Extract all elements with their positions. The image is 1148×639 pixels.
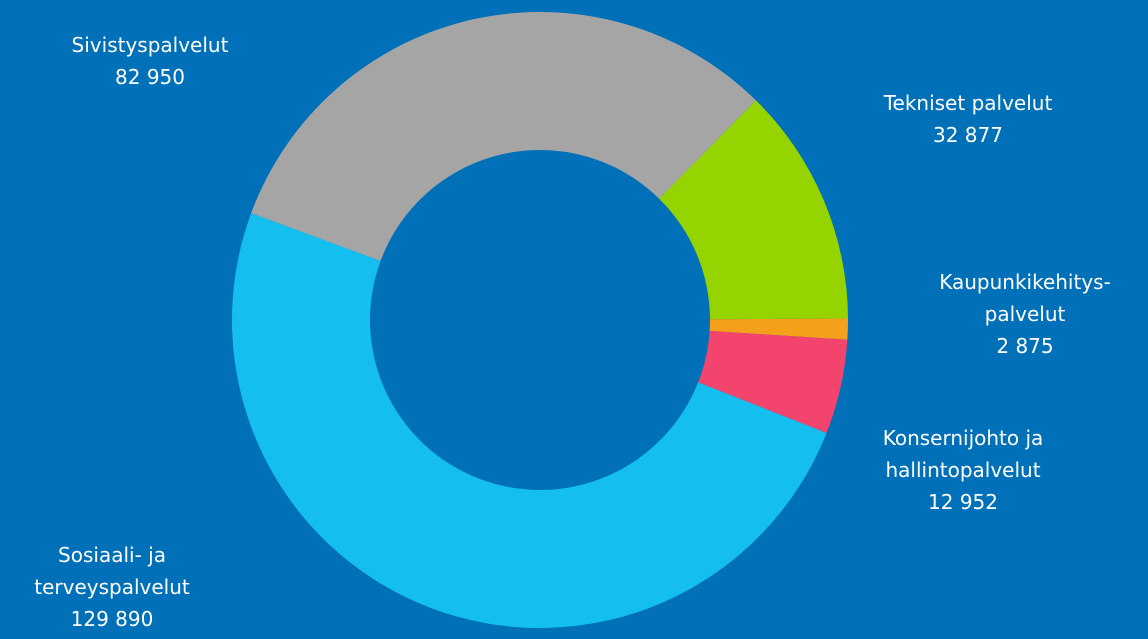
slice-label: Sivistyspalvelut 82 950 — [72, 29, 229, 93]
category-label: Konsernijohto ja hallintopalvelut — [882, 426, 1044, 482]
value-label: 129 890 — [70, 607, 154, 631]
value-label: 32 877 — [933, 123, 1003, 147]
slice-label: Konsernijohto ja hallintopalvelut 12 952 — [883, 422, 1044, 518]
slice-label: Kaupunkikehitys- palvelut 2 875 — [939, 266, 1111, 362]
donut-slice — [659, 100, 848, 320]
donut-slice — [709, 318, 849, 340]
category-label: Sivistyspalvelut — [71, 33, 229, 57]
category-label: Kaupunkikehitys- palvelut — [939, 270, 1111, 326]
donut-slice — [232, 213, 827, 628]
value-label: 82 950 — [115, 65, 185, 89]
value-label: 2 875 — [996, 334, 1054, 358]
slice-label: Sosiaali- ja terveyspalvelut 129 890 — [34, 539, 190, 635]
category-label: Sosiaali- ja terveyspalvelut — [34, 543, 190, 599]
donut-slice — [251, 12, 756, 262]
category-label: Tekniset palvelut — [883, 91, 1053, 115]
slice-label: Tekniset palvelut 32 877 — [884, 87, 1053, 151]
value-label: 12 952 — [928, 490, 998, 514]
donut-slice — [698, 330, 848, 433]
